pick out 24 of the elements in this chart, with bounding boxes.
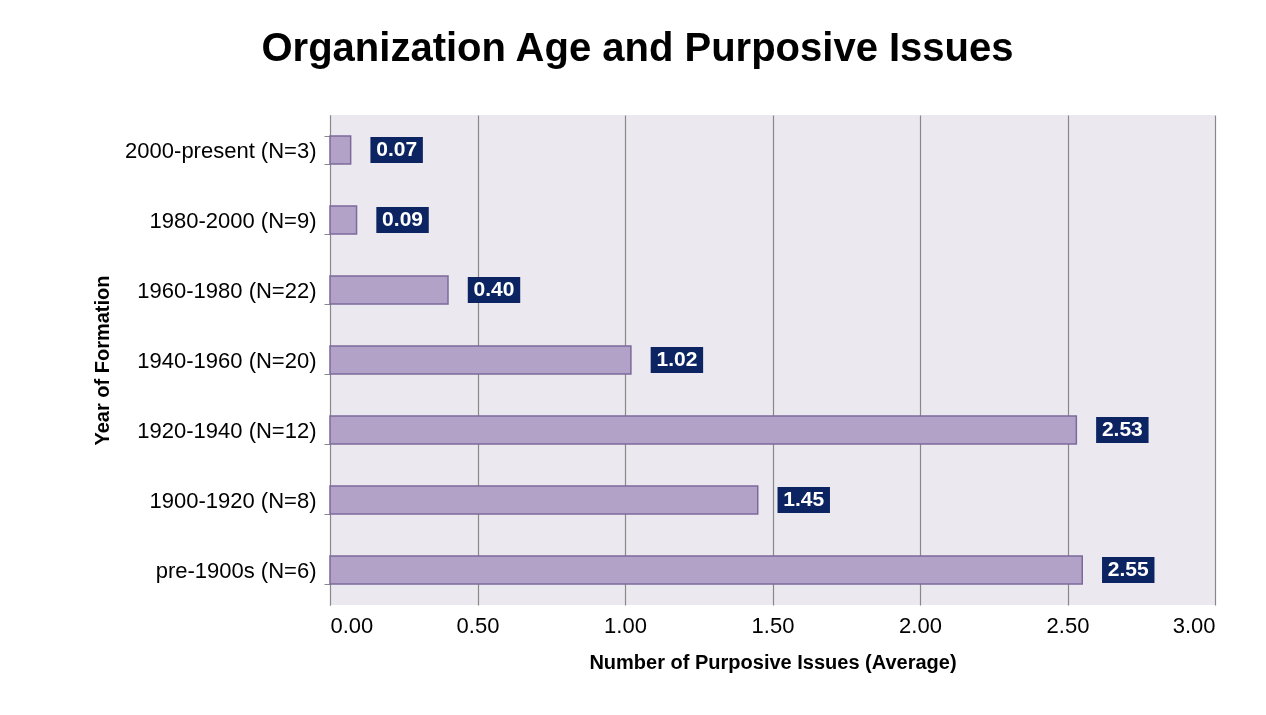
x-tick-label: 1.50 bbox=[751, 612, 795, 638]
data-label: 1.02 bbox=[656, 347, 698, 370]
data-label: 1.45 bbox=[783, 487, 825, 510]
data-label: 0.40 bbox=[473, 277, 515, 300]
data-label: 0.07 bbox=[376, 137, 418, 160]
x-tick-label: 0.50 bbox=[456, 612, 500, 638]
y-tick-label: 2000-present (N=3) bbox=[125, 137, 317, 163]
x-tick-label: 3.00 bbox=[1172, 612, 1216, 638]
data-label: 2.55 bbox=[1107, 557, 1150, 580]
x-tick-label: 2.00 bbox=[899, 612, 942, 638]
x-axis-title: Number of Purposive Issues (Average) bbox=[589, 650, 957, 673]
y-tick-label: pre-1900s (N=6) bbox=[155, 557, 317, 583]
x-tick-label: 1.00 bbox=[604, 612, 647, 638]
y-tick-label: 1940-1960 (N=20) bbox=[137, 347, 317, 373]
y-tick-label: 1900-1920 (N=8) bbox=[149, 487, 317, 513]
y-tick-label: 1960-1980 (N=22) bbox=[137, 277, 317, 303]
x-tick-label: 2.50 bbox=[1046, 612, 1090, 638]
y-tick-label: 1980-2000 (N=9) bbox=[149, 207, 317, 233]
x-tick-label: 0.00 bbox=[330, 612, 374, 638]
y-tick-label: 1920-1940 (N=12) bbox=[137, 417, 317, 443]
data-label: 0.09 bbox=[382, 207, 423, 230]
data-label: 2.53 bbox=[1101, 417, 1143, 440]
y-axis-title: Year of Formation bbox=[90, 275, 113, 446]
chart-title: Organization Age and Purposive Issues bbox=[261, 25, 1014, 69]
